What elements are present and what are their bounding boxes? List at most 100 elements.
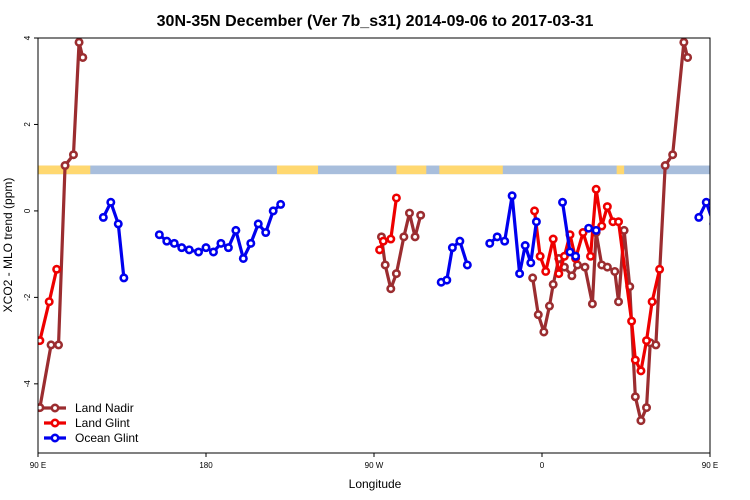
series-2-point-1-0: [154, 230, 164, 240]
series-1-point-2-2: [541, 266, 551, 276]
series-1-point-2-11: [597, 221, 607, 231]
series-0-point-0-6: [78, 52, 88, 62]
series-0-point-0-3: [60, 161, 70, 171]
legend-label-0: Land Nadir: [75, 401, 134, 415]
series-2-point-0-3: [119, 273, 129, 283]
plot-frame: [37, 37, 711, 454]
series-1-point-2-5: [559, 251, 569, 261]
series-2-point-5-1: [591, 225, 601, 235]
series-2-point-0-0: [98, 212, 108, 222]
series-0-point-2-25: [679, 38, 689, 47]
series-0-line-1: [379, 211, 423, 291]
series-2-point-1-7: [208, 247, 218, 257]
series-1-point-2-15: [627, 316, 637, 326]
land-band-segment-4: [616, 165, 625, 175]
series-1-point-2-20: [655, 264, 665, 274]
series-0-point-1-4: [399, 232, 409, 242]
series-0-point-0-5: [74, 38, 84, 47]
land-band-segment-5: [714, 166, 750, 175]
series-1-point-2-18: [642, 336, 652, 346]
series-0-point-2-19: [636, 416, 646, 426]
series-2-point-3-1: [492, 232, 502, 242]
y-tick-label-1: 2: [23, 122, 32, 127]
series-2-point-2-4: [462, 260, 472, 270]
series-2-line-0: [101, 200, 126, 280]
series-2-point-6-3: [716, 275, 722, 281]
x-tick-label-1: 180: [199, 461, 213, 470]
series-0-point-2-2: [539, 327, 549, 337]
series-0-line-0: [38, 40, 85, 410]
series-2-point-1-9: [223, 243, 233, 253]
series-2-point-4-2: [571, 251, 581, 261]
series-2-point-1-13: [253, 219, 263, 229]
series-1-point-1-3: [391, 193, 401, 203]
series-0-point-2-7: [567, 271, 577, 281]
series-2-point-1-11: [238, 253, 248, 263]
series-1-point-2-10: [591, 184, 601, 194]
series-0-point-2-15: [614, 297, 624, 307]
series-0-point-2-22: [651, 340, 661, 350]
series-2-point-5-0: [584, 223, 594, 233]
series-1-point-0-2: [52, 264, 62, 274]
series-0-point-1-6: [410, 232, 420, 242]
series-1-point-0-1: [44, 297, 54, 307]
series-0-point-2-10: [587, 299, 597, 309]
y-tick-label-2: 0: [23, 208, 32, 213]
series-0-point-2-1: [533, 310, 543, 320]
series-1-point-2-1: [535, 251, 545, 261]
series-2-point-1-4: [184, 245, 194, 255]
series-2-point-2-3: [455, 236, 465, 246]
series-1-point-2-14: [614, 217, 624, 227]
series-2-point-6-1: [701, 197, 710, 207]
series-2-point-4-0: [558, 197, 568, 207]
series-0-point-2-13: [602, 262, 612, 272]
legend-item-0: Land Nadir: [44, 401, 134, 415]
series-0-point-1-1: [380, 260, 390, 270]
series-2-point-4-1: [565, 247, 575, 257]
series-2-point-3-7: [531, 217, 541, 227]
series-0-point-2-0: [528, 273, 538, 283]
series-1-point-2-4: [554, 269, 564, 279]
series-2-point-1-12: [246, 238, 256, 248]
series-2-point-0-2: [113, 219, 123, 229]
series-0-point-1-3: [391, 269, 401, 279]
series-1-point-2-3: [548, 234, 558, 244]
y-tick-label-3: -2: [23, 293, 32, 301]
series-0-point-1-5: [404, 208, 414, 218]
series-2-point-1-5: [194, 247, 204, 257]
series-0-point-0-1: [46, 340, 56, 350]
series-2-point-3-5: [520, 241, 530, 251]
land-band-segment-3: [439, 165, 503, 175]
series-2-point-1-1: [162, 236, 172, 246]
legend-item-1: Land Glint: [44, 416, 130, 430]
series-0-point-2-20: [642, 403, 652, 413]
series-2-point-1-2: [169, 238, 179, 248]
series-1: [38, 184, 665, 376]
legend-swatch-marker-1: [50, 418, 60, 428]
series-0-line-2: [531, 40, 690, 423]
series-2-point-3-4: [515, 269, 525, 279]
series-1-point-1-0: [375, 245, 385, 255]
x-tick-label-2: 90 W: [365, 461, 384, 470]
x-axis: 90 E 180 90 W 0 90 E: [30, 453, 718, 470]
y-axis: 4 2 0 -2 -4: [23, 35, 38, 387]
series-0-point-2-24: [668, 150, 678, 160]
series-2-point-1-15: [268, 206, 278, 216]
series-1-point-2-12: [602, 202, 612, 212]
series-0-point-1-7: [416, 210, 426, 220]
series-1-point-1-2: [386, 234, 396, 244]
series-1-point-2-8: [578, 228, 588, 238]
series-2-point-2-2: [447, 243, 457, 253]
series-0-point-2-9: [580, 262, 590, 272]
series-2-point-3-3: [507, 191, 517, 201]
legend-label-2: Ocean Glint: [75, 431, 139, 445]
land-band-segment-1: [276, 165, 318, 175]
series-1-point-2-16: [630, 355, 640, 365]
series-0-point-2-26: [683, 52, 693, 62]
series-2-point-1-10: [231, 225, 241, 235]
series-2-point-1-16: [276, 199, 286, 209]
x-axis-label: Longitude: [349, 477, 402, 491]
series-0-point-0-4: [68, 150, 78, 160]
